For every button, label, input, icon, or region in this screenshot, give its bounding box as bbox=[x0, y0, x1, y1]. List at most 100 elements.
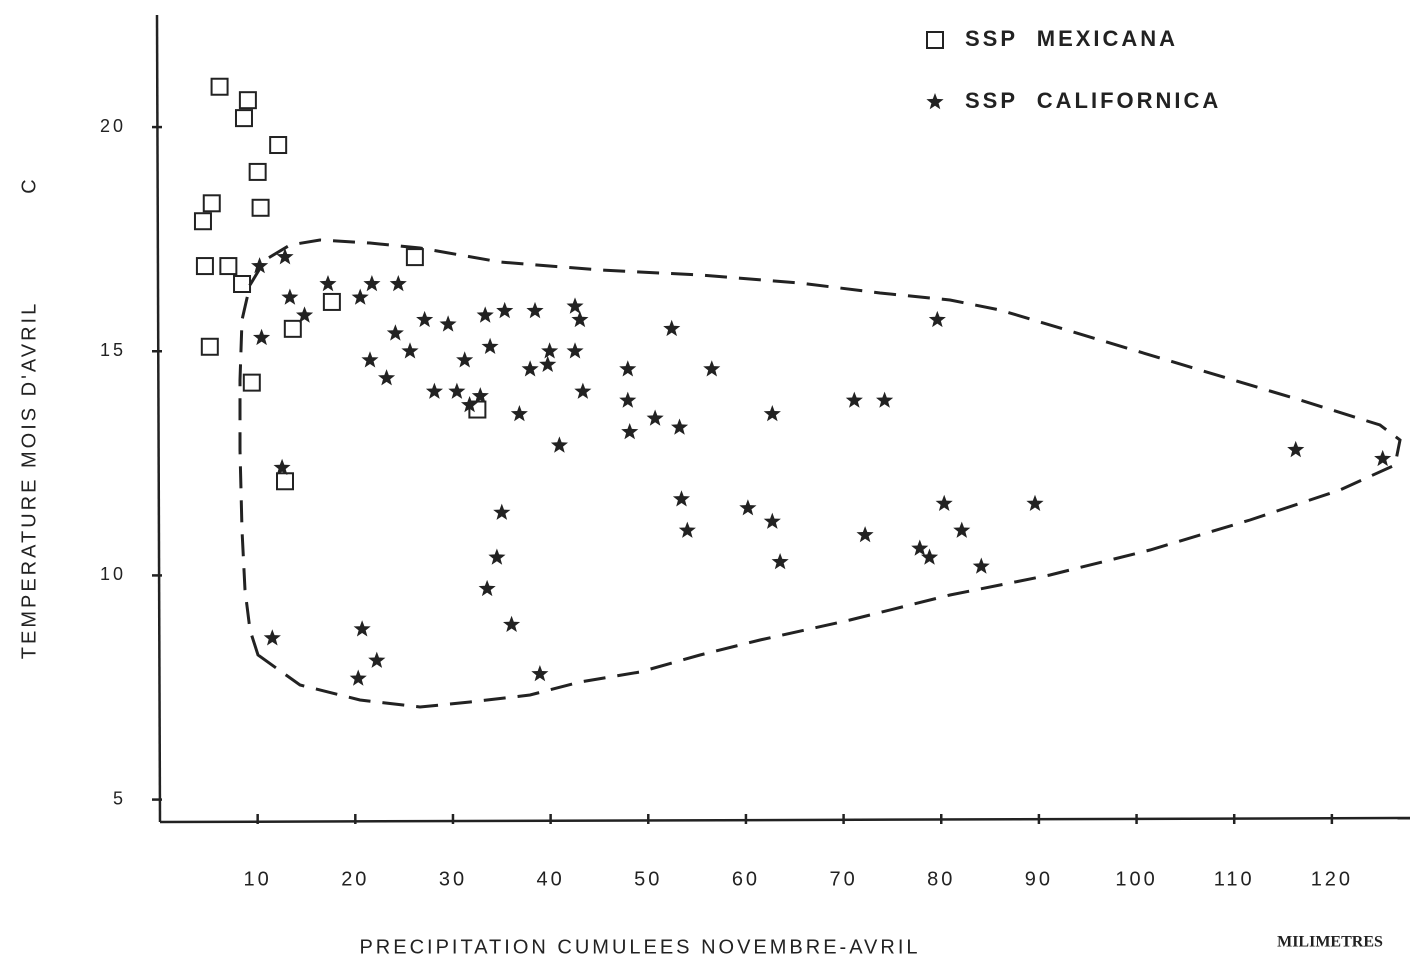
point bbox=[678, 521, 696, 538]
x-tick-label: 90 bbox=[1025, 868, 1053, 890]
point bbox=[771, 553, 789, 570]
point bbox=[251, 198, 270, 217]
point bbox=[193, 212, 212, 231]
point bbox=[574, 382, 592, 399]
point bbox=[481, 337, 499, 354]
point bbox=[550, 436, 568, 453]
point bbox=[510, 405, 528, 422]
y-tick-label: 5 bbox=[113, 788, 126, 808]
y-axis bbox=[155, 14, 162, 823]
x-axis bbox=[159, 816, 1411, 824]
point bbox=[276, 248, 294, 265]
legend-label: SSP CALIFORNICA bbox=[965, 88, 1221, 113]
point bbox=[253, 328, 271, 346]
point bbox=[539, 355, 557, 372]
x-tick-label: 40 bbox=[537, 868, 565, 890]
point bbox=[219, 257, 238, 276]
point bbox=[368, 651, 386, 668]
point bbox=[521, 360, 539, 377]
point bbox=[488, 548, 506, 565]
point bbox=[361, 351, 379, 368]
point bbox=[363, 275, 381, 292]
legend-marker bbox=[926, 93, 944, 110]
point bbox=[273, 458, 291, 476]
point bbox=[856, 526, 874, 543]
envelope bbox=[238, 238, 1402, 709]
point bbox=[935, 494, 953, 511]
point bbox=[349, 669, 367, 686]
point bbox=[911, 539, 929, 556]
point bbox=[202, 194, 221, 213]
point bbox=[646, 409, 664, 426]
point bbox=[571, 310, 589, 328]
point bbox=[401, 342, 419, 359]
point bbox=[671, 418, 689, 435]
point bbox=[703, 360, 721, 377]
x-tick-label: 110 bbox=[1214, 868, 1255, 890]
point bbox=[456, 351, 474, 368]
x-tick-label: 60 bbox=[732, 868, 760, 890]
y-axis-unit: C bbox=[18, 176, 40, 193]
point bbox=[503, 615, 521, 632]
point bbox=[283, 319, 302, 338]
y-tick-label: 15 bbox=[100, 340, 126, 360]
point bbox=[248, 162, 267, 181]
point bbox=[296, 306, 314, 323]
point bbox=[621, 423, 639, 440]
x-axis-unit: MILIMETRES bbox=[1277, 934, 1383, 951]
y-tick-label: 10 bbox=[100, 564, 126, 584]
point bbox=[351, 288, 369, 305]
point bbox=[276, 472, 294, 491]
point bbox=[1287, 440, 1305, 458]
point bbox=[672, 490, 690, 507]
point bbox=[663, 319, 681, 337]
point bbox=[471, 387, 489, 404]
point bbox=[619, 360, 637, 377]
point bbox=[876, 391, 894, 408]
point bbox=[425, 382, 443, 399]
x-tick-label: 20 bbox=[341, 868, 369, 890]
point bbox=[461, 396, 479, 413]
point bbox=[251, 257, 269, 274]
point bbox=[496, 301, 514, 319]
point bbox=[566, 342, 584, 359]
x-tick-label: 50 bbox=[634, 868, 662, 890]
point bbox=[238, 91, 257, 110]
point bbox=[763, 512, 781, 529]
point bbox=[195, 257, 214, 276]
point bbox=[234, 109, 253, 128]
point bbox=[1374, 449, 1392, 467]
point bbox=[531, 665, 549, 682]
legend-marker bbox=[926, 31, 944, 49]
point bbox=[416, 310, 434, 328]
point bbox=[405, 248, 424, 267]
point bbox=[739, 499, 757, 516]
y-tick-label: 20 bbox=[100, 116, 126, 136]
point bbox=[269, 136, 288, 155]
legend-label: SSP MEXICANA bbox=[965, 26, 1178, 51]
point bbox=[233, 275, 252, 293]
point bbox=[281, 288, 299, 305]
point bbox=[763, 405, 781, 422]
point bbox=[619, 391, 637, 408]
point bbox=[845, 391, 863, 408]
point bbox=[378, 369, 396, 386]
point bbox=[953, 521, 971, 538]
point bbox=[1026, 494, 1044, 511]
point bbox=[478, 579, 496, 597]
point bbox=[972, 557, 990, 574]
point bbox=[322, 292, 341, 311]
point bbox=[386, 324, 404, 341]
point bbox=[353, 620, 371, 637]
point bbox=[242, 373, 261, 392]
point bbox=[526, 301, 544, 319]
x-tick-label: 100 bbox=[1115, 868, 1157, 890]
point bbox=[541, 342, 559, 359]
point bbox=[389, 275, 407, 292]
point bbox=[439, 315, 457, 332]
x-tick-label: 10 bbox=[244, 868, 272, 890]
point bbox=[566, 297, 584, 314]
point bbox=[448, 382, 466, 399]
point bbox=[200, 337, 219, 356]
